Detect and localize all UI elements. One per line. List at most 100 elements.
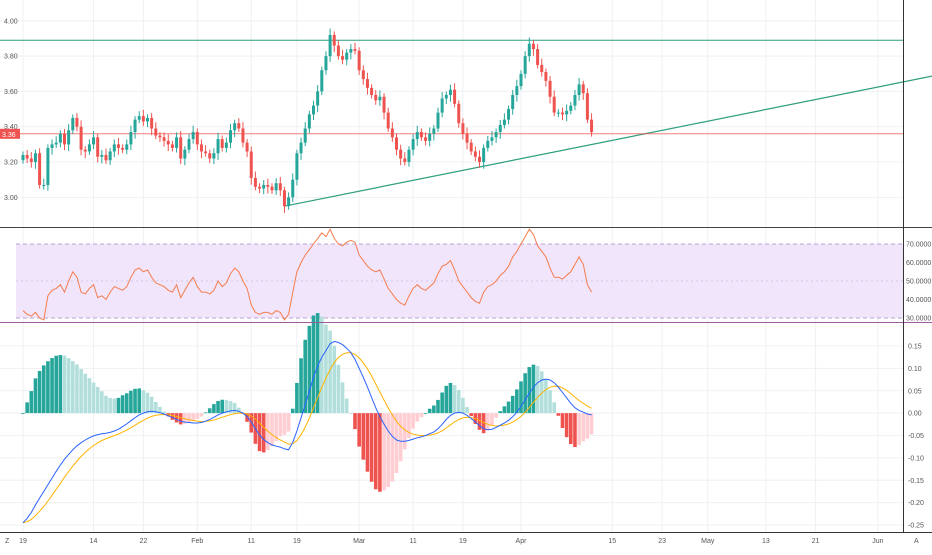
candle[interactable] xyxy=(212,148,216,165)
candle[interactable] xyxy=(353,42,357,55)
candle[interactable] xyxy=(444,91,448,105)
auto-toggle[interactable]: A xyxy=(914,538,919,545)
candle[interactable] xyxy=(482,144,486,169)
candle[interactable] xyxy=(428,127,432,147)
candle[interactable] xyxy=(365,72,369,95)
candle[interactable] xyxy=(87,139,91,155)
candle[interactable] xyxy=(67,123,71,152)
candle[interactable] xyxy=(336,40,340,60)
candle[interactable] xyxy=(320,66,324,95)
candle[interactable] xyxy=(170,140,174,152)
candle[interactable] xyxy=(531,40,535,56)
candle[interactable] xyxy=(473,146,477,162)
candle[interactable] xyxy=(565,104,569,122)
candle[interactable] xyxy=(498,120,502,139)
candle[interactable] xyxy=(63,128,66,151)
candle[interactable] xyxy=(382,93,386,120)
candle[interactable] xyxy=(166,134,170,152)
candle[interactable] xyxy=(253,171,257,191)
candle[interactable] xyxy=(100,150,104,164)
macd-line[interactable] xyxy=(22,340,592,524)
candle[interactable] xyxy=(137,111,141,124)
candle[interactable] xyxy=(478,150,481,168)
candle[interactable] xyxy=(502,113,506,129)
candle[interactable] xyxy=(287,192,291,210)
trend-line[interactable] xyxy=(284,72,932,207)
candle[interactable] xyxy=(282,186,286,213)
candle[interactable] xyxy=(266,178,270,194)
price-pane[interactable] xyxy=(0,28,932,213)
candle[interactable] xyxy=(162,132,166,147)
candle[interactable] xyxy=(403,152,407,166)
candle[interactable] xyxy=(42,178,46,190)
candle[interactable] xyxy=(295,149,299,186)
candle[interactable] xyxy=(278,176,282,196)
candle[interactable] xyxy=(274,178,278,195)
signal-line[interactable] xyxy=(22,352,592,524)
candle[interactable] xyxy=(424,132,428,146)
candle[interactable] xyxy=(158,132,162,142)
candle[interactable] xyxy=(461,118,465,140)
candle[interactable] xyxy=(245,139,249,158)
candle[interactable] xyxy=(29,152,33,168)
candle[interactable] xyxy=(121,144,125,154)
candle[interactable] xyxy=(38,148,42,189)
candle[interactable] xyxy=(569,102,573,115)
candle[interactable] xyxy=(116,138,120,155)
candle[interactable] xyxy=(552,90,556,117)
candle[interactable] xyxy=(519,70,523,90)
candle[interactable] xyxy=(436,107,440,133)
candle[interactable] xyxy=(133,116,137,139)
candle[interactable] xyxy=(179,130,183,165)
candle[interactable] xyxy=(411,134,415,156)
candle[interactable] xyxy=(448,84,452,102)
candle[interactable] xyxy=(536,44,540,69)
candle[interactable] xyxy=(307,110,311,134)
candle[interactable] xyxy=(195,128,199,151)
candle[interactable] xyxy=(577,78,581,101)
candle[interactable] xyxy=(104,148,108,164)
candle[interactable] xyxy=(191,125,195,144)
candle[interactable] xyxy=(199,139,203,159)
candle[interactable] xyxy=(224,137,228,153)
candle[interactable] xyxy=(83,146,87,159)
candle[interactable] xyxy=(573,90,577,111)
candle[interactable] xyxy=(33,149,37,169)
candle[interactable] xyxy=(241,122,245,148)
candle[interactable] xyxy=(262,180,266,195)
candle[interactable] xyxy=(332,31,336,53)
candle[interactable] xyxy=(440,92,444,118)
candle[interactable] xyxy=(183,146,187,166)
candle[interactable] xyxy=(453,83,457,108)
candle[interactable] xyxy=(540,58,544,77)
candle[interactable] xyxy=(328,28,332,62)
candle[interactable] xyxy=(187,134,191,154)
candle[interactable] xyxy=(258,183,262,194)
candle[interactable] xyxy=(50,139,54,155)
candle[interactable] xyxy=(312,100,315,121)
candle[interactable] xyxy=(544,68,548,87)
candle[interactable] xyxy=(125,139,129,155)
candle[interactable] xyxy=(233,119,237,137)
candle[interactable] xyxy=(249,146,253,185)
candle[interactable] xyxy=(507,105,511,125)
candle[interactable] xyxy=(108,147,112,165)
candle[interactable] xyxy=(561,107,564,121)
candle[interactable] xyxy=(58,130,62,148)
candle[interactable] xyxy=(229,123,232,149)
candle[interactable] xyxy=(96,133,100,163)
candle[interactable] xyxy=(216,132,220,160)
candle[interactable] xyxy=(407,146,411,167)
candle[interactable] xyxy=(378,90,382,106)
candle[interactable] xyxy=(92,130,96,149)
candle[interactable] xyxy=(141,109,145,127)
candle[interactable] xyxy=(25,150,29,164)
candle[interactable] xyxy=(291,173,295,202)
candle[interactable] xyxy=(432,124,436,141)
candle[interactable] xyxy=(585,88,589,124)
candle[interactable] xyxy=(419,128,423,141)
candle[interactable] xyxy=(556,109,560,118)
candle[interactable] xyxy=(581,80,585,100)
candle[interactable] xyxy=(316,85,320,113)
